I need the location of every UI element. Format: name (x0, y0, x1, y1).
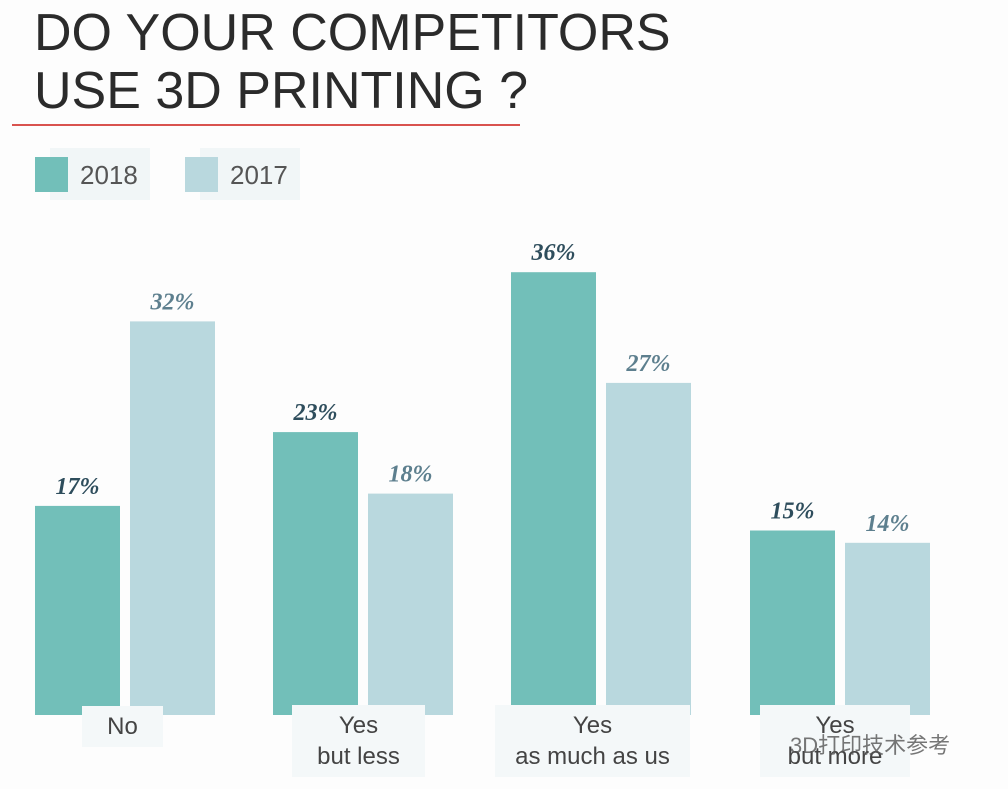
legend-label: 2018 (80, 160, 138, 190)
bar (35, 505, 120, 715)
category-label: Yes as much as us (495, 705, 690, 777)
value-label: 18% (389, 462, 433, 488)
category-label: Yes but more (760, 705, 910, 777)
category-label: Yes but less (292, 705, 425, 777)
legend-label: 2017 (230, 160, 288, 190)
chart-title: DO YOUR COMPETITORS USE 3D PRINTING ? (34, 4, 671, 120)
bar (130, 321, 215, 715)
value-label: 27% (626, 351, 671, 377)
bar (606, 382, 691, 715)
bar (273, 432, 358, 715)
bar (368, 493, 453, 715)
watermark: 3D打印技术参考 (790, 733, 951, 758)
bar (750, 530, 835, 715)
legend-swatch (185, 157, 218, 192)
value-label: 17% (56, 474, 100, 500)
value-label: 14% (866, 511, 910, 537)
bar (845, 542, 930, 715)
category-label: No (82, 706, 163, 747)
bar (511, 272, 596, 715)
value-label: 32% (150, 289, 195, 315)
value-label: 36% (531, 240, 576, 266)
value-label: 23% (293, 400, 338, 426)
legend-swatch (35, 157, 68, 192)
value-label: 15% (771, 499, 815, 525)
